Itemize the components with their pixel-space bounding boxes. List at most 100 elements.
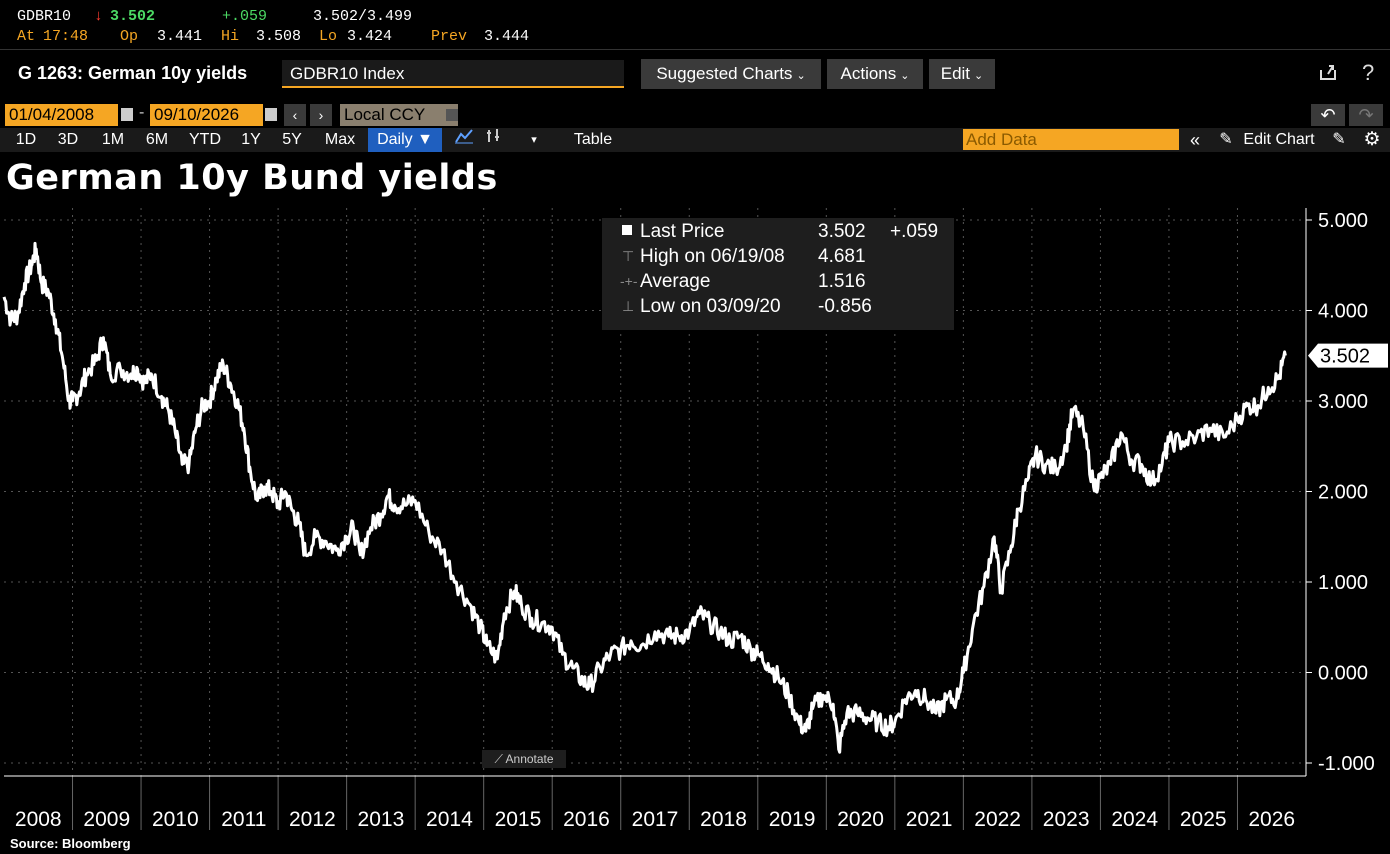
pencil-icon: ⟋ bbox=[494, 752, 506, 766]
frequency-select[interactable]: Daily ▼ bbox=[368, 128, 442, 152]
x-tick-label: 2015 bbox=[495, 808, 542, 831]
bid-ask: 3.502/3.499 bbox=[313, 8, 413, 25]
x-tick-label: 2011 bbox=[221, 808, 266, 831]
end-date-field[interactable]: 09/10/2026 bbox=[150, 104, 263, 126]
annotate-button[interactable]: ⟋ Annotate bbox=[482, 750, 566, 768]
legend[interactable]: Last Price 3.502 +.059 ⊤ High on 06/19/0… bbox=[602, 218, 954, 330]
edit-settings-icon[interactable]: ✎ bbox=[1332, 131, 1346, 148]
range-1d-button[interactable]: 1D bbox=[15, 131, 37, 148]
x-tick-label: 2021 bbox=[906, 808, 953, 831]
x-tick-label: 2025 bbox=[1180, 808, 1227, 831]
y-tick-label: 3.000 bbox=[1318, 391, 1368, 413]
y-tick-label: 4.000 bbox=[1318, 301, 1368, 323]
chart-title: German 10y Bund yields bbox=[6, 158, 498, 198]
last-price: 3.502 bbox=[110, 8, 156, 25]
gear-icon[interactable]: ⚙ bbox=[1363, 129, 1381, 150]
x-tick-label: 2013 bbox=[358, 808, 405, 831]
undo-button[interactable]: ↶ bbox=[1311, 104, 1345, 126]
chevron-down-icon: ⌄ bbox=[900, 70, 910, 82]
command-bar: G 1263: German 10y yields GDBR10 Index S… bbox=[0, 52, 1390, 96]
dropdown-arrow-icon[interactable] bbox=[446, 109, 458, 121]
date-separator: - bbox=[139, 104, 145, 121]
legend-row-last-price: Last Price 3.502 +.059 bbox=[602, 219, 954, 244]
quote-bar: GDBR10 ↓ 3.502 +.059 3.502/3.499 At 17:4… bbox=[0, 0, 1390, 48]
legend-label: Last Price bbox=[640, 221, 725, 242]
range-6m-button[interactable]: 6M bbox=[145, 131, 169, 148]
chevron-down-icon: ⌄ bbox=[974, 70, 984, 82]
chart-area[interactable]: 5.000 4.000 3.000 2.000 1.000 0.000 -1.000 2008… bbox=[0, 200, 1390, 834]
low-value: 3.424 bbox=[347, 28, 393, 45]
prev-period-button[interactable]: ‹ bbox=[284, 104, 306, 126]
source-note: Source: Bloomberg bbox=[10, 836, 131, 851]
x-tick-label: 2009 bbox=[83, 808, 130, 831]
quote-time: 17:48 bbox=[43, 28, 89, 45]
chevron-down-icon: ⌄ bbox=[796, 70, 806, 82]
y-tick-label: 5.000 bbox=[1318, 210, 1368, 232]
x-tick-label: 2020 bbox=[837, 808, 884, 831]
annotate-label: Annotate bbox=[505, 752, 554, 766]
range-max-button[interactable]: Max bbox=[324, 131, 356, 148]
grid bbox=[4, 208, 1306, 776]
x-tick-label: 2019 bbox=[769, 808, 816, 831]
edit-chart-button[interactable]: Edit Chart bbox=[1243, 131, 1315, 148]
collapse-icon[interactable]: « bbox=[1189, 130, 1200, 150]
legend-label: High on 06/19/08 bbox=[640, 246, 785, 267]
x-tick-label: 2017 bbox=[632, 808, 679, 831]
pencil-icon[interactable]: ✎ bbox=[1219, 131, 1233, 148]
open-label: Op bbox=[120, 28, 139, 45]
prev-value: 3.444 bbox=[484, 28, 530, 45]
legend-change: +.059 bbox=[890, 221, 939, 242]
legend-label: Average bbox=[640, 271, 711, 292]
range-ytd-button[interactable]: YTD bbox=[189, 131, 221, 148]
legend-row-high: ⊤ High on 06/19/08 4.681 bbox=[602, 244, 954, 269]
range-bar: 1D 3D 1M 6M YTD 1Y 5Y Max Daily ▼ ▾ Tabl… bbox=[0, 128, 1390, 152]
export-icon[interactable] bbox=[1318, 62, 1338, 88]
x-tick-label: 2012 bbox=[289, 808, 336, 831]
range-3d-button[interactable]: 3D bbox=[57, 131, 79, 148]
x-tick-label: 2024 bbox=[1111, 808, 1158, 831]
net-change: +.059 bbox=[222, 8, 268, 25]
next-period-button[interactable]: › bbox=[310, 104, 332, 126]
date-bar: 01/04/2008 - 09/10/2026 ‹ › Local CCY ↶ … bbox=[0, 104, 1390, 126]
actions-menu[interactable]: Actions ⌄ bbox=[827, 59, 923, 89]
ticker: GDBR10 bbox=[17, 8, 72, 25]
legend-row-low: ⊥ Low on 03/09/20 -0.856 bbox=[602, 294, 954, 319]
legend-value: 1.516 bbox=[818, 271, 866, 292]
range-1y-button[interactable]: 1Y bbox=[241, 131, 261, 148]
suggested-charts-label: Suggested Charts bbox=[656, 64, 793, 83]
calendar-icon[interactable] bbox=[265, 108, 277, 121]
range-1m-button[interactable]: 1M bbox=[101, 131, 125, 148]
candlestick-icon[interactable] bbox=[482, 128, 504, 152]
edit-label: Edit bbox=[940, 64, 971, 83]
function-title: G 1263: German 10y yields bbox=[18, 63, 248, 83]
add-data-input[interactable]: Add Data bbox=[963, 129, 1179, 150]
low-label: Lo bbox=[319, 28, 338, 45]
x-tick-label: 2014 bbox=[426, 808, 473, 831]
security-input[interactable]: GDBR10 Index bbox=[282, 60, 624, 88]
x-tick-label: 2016 bbox=[563, 808, 610, 831]
x-tick-label: 2026 bbox=[1248, 808, 1295, 831]
line-chart-icon[interactable] bbox=[451, 128, 477, 152]
average-marker-icon: -+- bbox=[620, 273, 638, 289]
y-tick-label: -1.000 bbox=[1318, 753, 1375, 775]
legend-value: -0.856 bbox=[818, 296, 872, 317]
suggested-charts-menu[interactable]: Suggested Charts ⌄ bbox=[641, 59, 821, 89]
edit-menu[interactable]: Edit ⌄ bbox=[929, 59, 995, 89]
chart-type-dropdown-icon[interactable]: ▾ bbox=[531, 134, 537, 146]
start-date-field[interactable]: 01/04/2008 bbox=[5, 104, 118, 126]
range-5y-button[interactable]: 5Y bbox=[282, 131, 302, 148]
y-tick-label: 2.000 bbox=[1318, 482, 1368, 504]
last-value-label: 3.502 bbox=[1320, 346, 1370, 368]
high-marker-icon: ⊤ bbox=[622, 248, 635, 264]
series-line-last-price[interactable] bbox=[2, 241, 1287, 754]
table-button[interactable]: Table bbox=[573, 131, 613, 148]
y-tick-label: 0.000 bbox=[1318, 663, 1368, 685]
x-tick-label: 2018 bbox=[700, 808, 747, 831]
actions-label: Actions bbox=[840, 64, 897, 83]
redo-button[interactable]: ↷ bbox=[1349, 104, 1383, 126]
help-icon[interactable]: ? bbox=[1362, 60, 1375, 85]
calendar-icon[interactable] bbox=[121, 108, 133, 121]
currency-select[interactable]: Local CCY bbox=[340, 104, 458, 126]
legend-row-average: -+- Average 1.516 bbox=[602, 269, 954, 294]
last-value-tag bbox=[1308, 343, 1388, 368]
